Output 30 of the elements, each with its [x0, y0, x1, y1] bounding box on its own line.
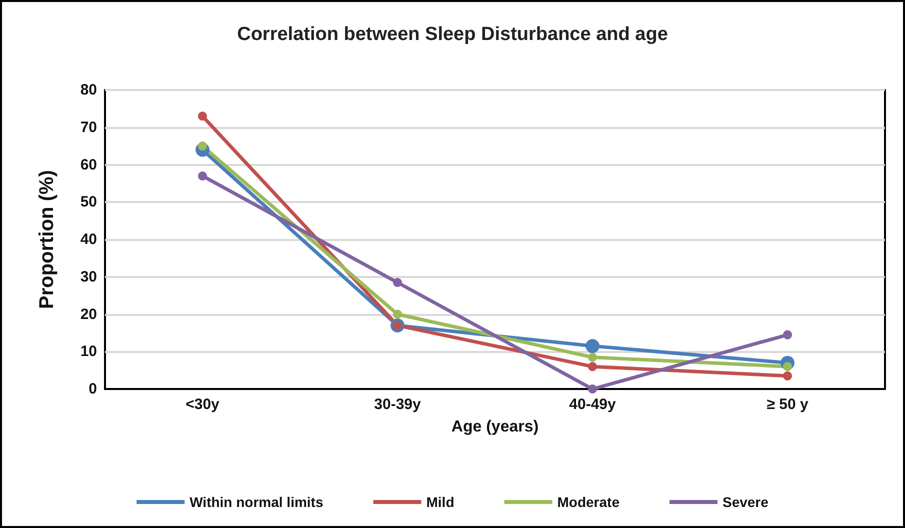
y-tick-label: 10	[80, 343, 97, 360]
chart-title: Correlation between Sleep Disturbance and age	[237, 24, 668, 45]
point	[783, 371, 792, 380]
legend-label: Moderate	[557, 494, 620, 510]
point	[198, 171, 207, 180]
legend-label: Within normal limits	[190, 494, 324, 510]
point	[393, 310, 402, 319]
y-tick-label: 70	[80, 118, 97, 136]
y-tick-label: 0	[88, 380, 97, 398]
x-tick-label: <30y	[186, 396, 220, 413]
y-tick-label: 20	[80, 306, 97, 323]
point	[586, 339, 600, 354]
legend-label: Severe	[722, 494, 769, 510]
y-tick-label: 60	[80, 156, 97, 174]
x-tick-label: 30-39y	[374, 396, 422, 413]
y-tick-label: 50	[80, 194, 97, 211]
point	[783, 330, 792, 340]
x-axis-title: Age (years)	[451, 418, 539, 436]
point	[588, 384, 597, 394]
x-tick-label: 40-49y	[569, 396, 617, 413]
point	[588, 352, 597, 362]
y-axis-title: Proportion (%)	[36, 170, 58, 309]
x-tick-label: ≥ 50 y	[766, 396, 809, 413]
legend-label: Mild	[426, 494, 454, 510]
y-tick-label: 40	[80, 231, 97, 248]
point	[198, 112, 207, 121]
point	[393, 278, 402, 287]
y-tick-label: 80	[80, 82, 97, 98]
point	[588, 362, 597, 372]
y-tick-label: 30	[80, 268, 97, 286]
